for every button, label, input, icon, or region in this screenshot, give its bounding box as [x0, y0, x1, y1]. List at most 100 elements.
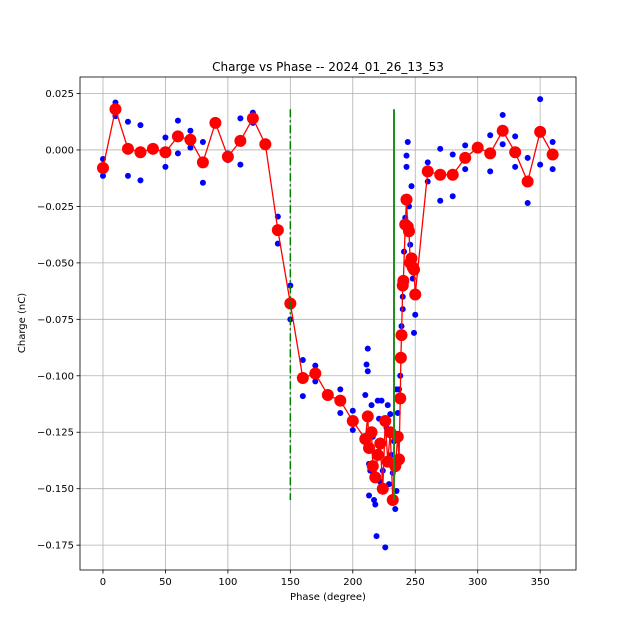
y-tick-label: −0.125: [37, 428, 74, 439]
y-tick-label: 0.025: [45, 89, 74, 100]
raw-data-point: [349, 407, 356, 414]
x-axis-label: Phase (degree): [290, 592, 366, 603]
raw-data-point: [299, 393, 306, 400]
mean-data-point: [471, 141, 484, 154]
mean-data-point: [296, 372, 309, 385]
mean-data-point: [376, 482, 389, 495]
y-tick-label: −0.075: [37, 315, 74, 326]
raw-data-point: [199, 179, 206, 186]
raw-data-point: [512, 133, 519, 140]
mean-data-point: [509, 146, 522, 159]
mean-data-point: [409, 288, 422, 301]
raw-data-point: [174, 117, 181, 124]
grid: [80, 77, 576, 570]
mean-data-point: [405, 252, 418, 265]
mean-data-point: [309, 367, 322, 380]
mean-data-point: [196, 156, 209, 169]
raw-data-point: [199, 139, 206, 146]
raw-data-point: [449, 151, 456, 158]
mean-data-point: [484, 147, 497, 160]
raw-data-point: [499, 111, 506, 118]
raw-data-point: [362, 391, 369, 398]
raw-data-point: [462, 166, 469, 173]
raw-data-point: [512, 163, 519, 170]
mean-data-point: [434, 168, 447, 181]
mean-data-point: [209, 116, 222, 129]
mean-data-point: [446, 168, 459, 181]
raw-data-point: [424, 178, 431, 185]
raw-data-point: [412, 311, 419, 318]
mean-data-point: [400, 193, 413, 206]
raw-data-point: [410, 329, 417, 336]
raw-data-point: [337, 410, 344, 417]
raw-data-point: [124, 118, 131, 125]
y-tick-label: −0.025: [37, 202, 74, 213]
mean-data-point: [221, 150, 234, 163]
raw-data-point: [366, 492, 373, 499]
mean-data-point: [407, 263, 420, 276]
raw-data-point: [187, 144, 194, 151]
raw-data-point: [124, 172, 131, 179]
raw-data-point: [424, 159, 431, 166]
raw-data-point: [137, 122, 144, 129]
x-tick-label: 0: [100, 577, 106, 588]
x-tick-label: 200: [343, 577, 362, 588]
mean-data-point: [366, 460, 379, 473]
raw-data-point: [549, 166, 556, 173]
mean-data-point: [109, 103, 122, 116]
mean-data-point: [546, 148, 559, 161]
x-tick-label: 100: [218, 577, 237, 588]
raw-data-point: [407, 241, 414, 248]
mean-data-point: [369, 471, 382, 484]
mean-data-point: [395, 329, 408, 342]
mean-data-point: [96, 162, 109, 175]
raw-data-point: [373, 533, 380, 540]
raw-data-point: [162, 134, 169, 141]
raw-data-point: [437, 197, 444, 204]
mean-data-point: [334, 394, 347, 407]
raw-data-point: [404, 139, 411, 146]
raw-data-point: [449, 193, 456, 200]
y-axis-label: Charge (nC): [17, 293, 28, 353]
raw-data-point: [487, 168, 494, 175]
raw-data-point: [237, 115, 244, 122]
x-tick-label: 300: [468, 577, 487, 588]
raw-data-point: [392, 506, 399, 513]
raw-data-point: [364, 368, 371, 375]
mean-data-point: [321, 388, 334, 401]
mean-data-point: [234, 134, 247, 147]
mean-data-point: [394, 351, 407, 364]
raw-data-point: [187, 127, 194, 134]
y-tick-label: −0.100: [37, 371, 74, 382]
raw-data-point: [312, 362, 319, 369]
raw-data-point: [394, 410, 401, 417]
mean-data-point: [371, 448, 384, 461]
raw-data-point: [387, 411, 394, 418]
ticks: 0 50 100 150 200 250 300 350 0.025 0.000 −0.025 −0.…: [37, 89, 550, 588]
raw-data-point: [396, 386, 403, 393]
mean-data-point: [403, 225, 416, 238]
x-tick-label: 150: [281, 577, 300, 588]
raw-data-point: [363, 361, 370, 368]
raw-data-point: [237, 161, 244, 168]
raw-data-point: [437, 145, 444, 152]
mean-line: [102, 106, 554, 501]
y-tick-label: −0.150: [37, 484, 74, 495]
mean-data-point: [171, 130, 184, 143]
mean-data-point: [121, 142, 134, 155]
raw-data-point: [499, 141, 506, 148]
raw-data-point: [137, 177, 144, 184]
x-tick-label: 50: [159, 577, 172, 588]
raw-data-point: [337, 386, 344, 393]
raw-data-point: [371, 496, 378, 503]
raw-data-point: [382, 544, 389, 551]
raw-data-point: [408, 183, 415, 190]
marks: [96, 96, 559, 551]
raw-data-point: [487, 132, 494, 139]
raw-data-point: [378, 397, 385, 404]
raw-data-point: [312, 378, 319, 385]
mean-data-point: [534, 125, 547, 138]
raw-data-point: [372, 501, 379, 508]
